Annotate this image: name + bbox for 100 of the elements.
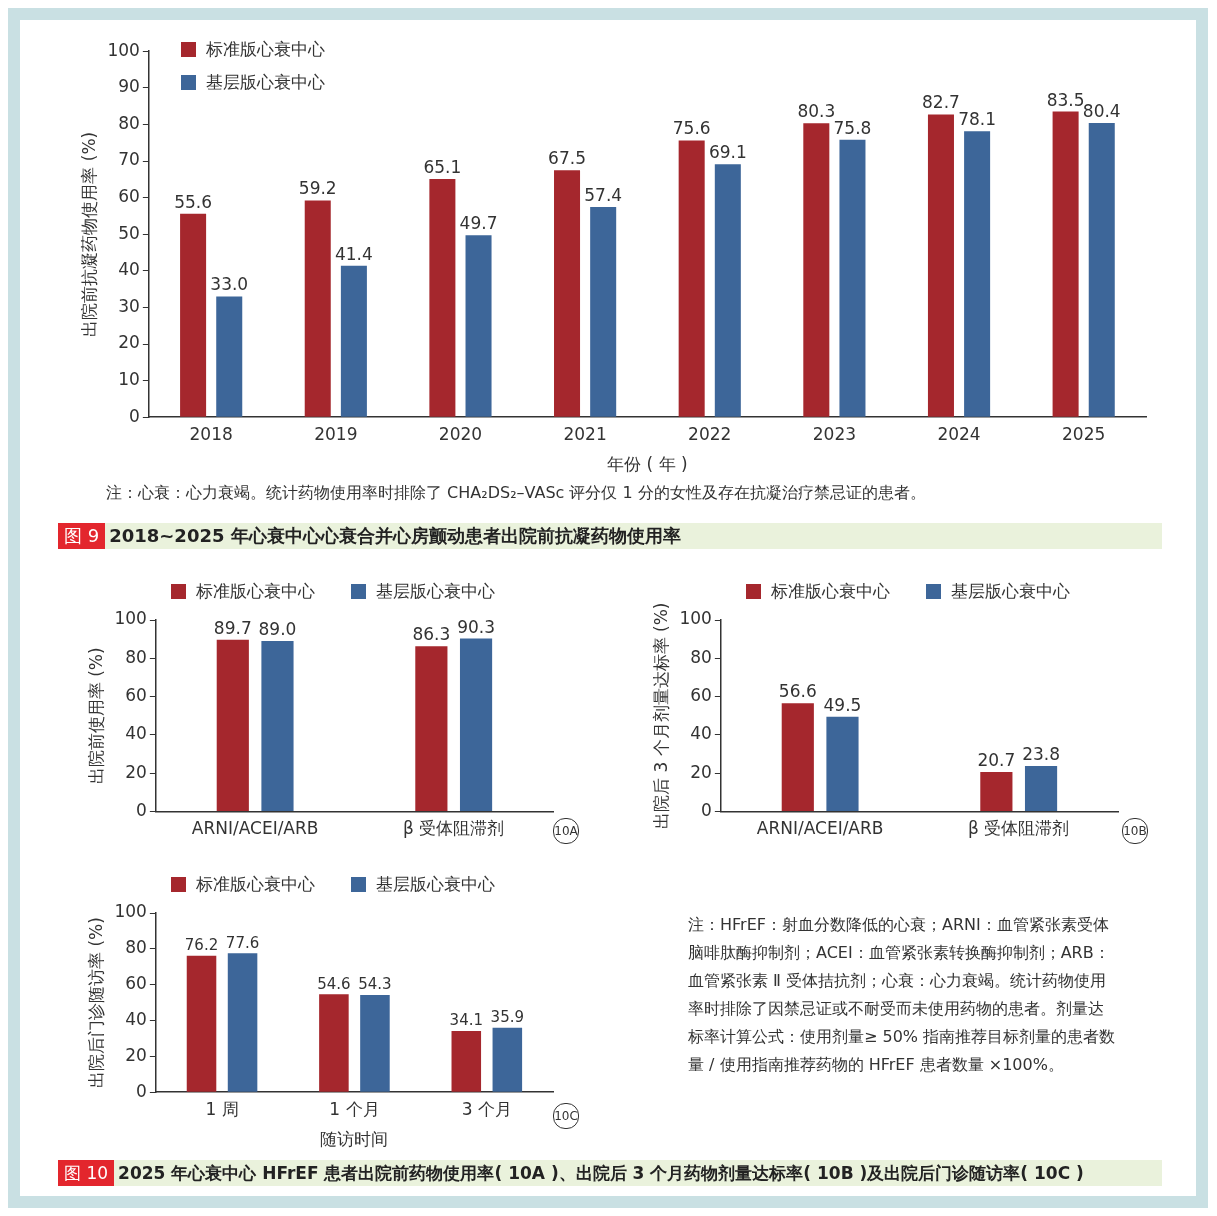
legend-label: 基层版心衰中心 xyxy=(951,580,1070,603)
bar xyxy=(360,994,390,1092)
bar xyxy=(451,1031,482,1092)
data-label: 23.8 xyxy=(1022,743,1060,764)
bar xyxy=(927,114,954,417)
bar xyxy=(781,703,814,812)
bar xyxy=(319,994,349,1092)
y-tick-label: 40 xyxy=(125,1008,147,1029)
data-label: 67.5 xyxy=(548,148,586,169)
y-tick-label: 100 xyxy=(114,901,147,922)
y-tick-label: 30 xyxy=(118,295,140,316)
bar xyxy=(590,207,617,417)
legend-label: 标准版心衰中心 xyxy=(771,580,890,603)
x-tick-label: 2022 xyxy=(688,423,732,444)
data-label: 90.3 xyxy=(457,616,495,637)
data-label: 34.1 xyxy=(449,1011,483,1030)
y-tick-label: 20 xyxy=(125,761,147,782)
y-tick-label: 40 xyxy=(125,723,147,744)
y-tick-label: 10 xyxy=(118,369,140,390)
y-tick-label: 40 xyxy=(118,259,140,280)
x-tick-label: 2024 xyxy=(937,423,981,444)
data-label: 49.5 xyxy=(823,694,862,715)
data-label: 56.6 xyxy=(778,681,817,702)
y-tick-label: 60 xyxy=(118,186,140,207)
bar xyxy=(465,235,492,417)
bar xyxy=(1052,111,1079,417)
x-tick-label: 2023 xyxy=(812,423,857,444)
y-tick-label: 100 xyxy=(107,39,140,60)
data-label: 80.3 xyxy=(797,101,836,122)
data-label: 57.4 xyxy=(584,185,623,206)
x-tick-label: β 受体阻滞剂 xyxy=(968,818,1070,839)
data-label: 33.0 xyxy=(210,274,249,295)
bar xyxy=(180,213,207,417)
y-tick-label: 60 xyxy=(125,973,147,994)
x-tick-label: 1 个月 xyxy=(329,1098,380,1119)
data-label: 65.1 xyxy=(423,156,462,177)
data-label: 59.2 xyxy=(298,178,337,199)
data-label: 76.2 xyxy=(184,936,219,955)
text: 10A xyxy=(553,818,579,844)
text: 2025 年心衰中心 HFrEF 患者出院前药物使用率( 10A )、出院后 3 个月药物剂量达标率( 10B )及出院后门诊随访率( 10C ) xyxy=(118,1161,1084,1185)
x-tick-label: β 受体阻滞剂 xyxy=(403,818,505,839)
x-tick-label: 2018 xyxy=(189,423,233,444)
data-label: 77.6 xyxy=(225,933,260,952)
x-tick-label: ARNI/ACEI/ARB xyxy=(756,818,884,839)
bar xyxy=(839,139,866,417)
x-tick-label: 2021 xyxy=(563,423,607,444)
y-tick-label: 80 xyxy=(125,937,147,958)
caption: 图 10 xyxy=(58,1160,115,1186)
bar xyxy=(826,716,859,812)
y-tick-label: 90 xyxy=(118,76,140,97)
y-axis-title: 出院后 3 个月剂量达标率 (%) xyxy=(650,602,671,830)
bar xyxy=(340,265,367,417)
data-label: 41.4 xyxy=(334,243,373,264)
data-label: 89.7 xyxy=(213,617,252,638)
x-tick-label: 3 个月 xyxy=(461,1098,512,1119)
bar xyxy=(678,140,705,417)
y-tick-label: 100 xyxy=(114,608,147,629)
data-label: 80.4 xyxy=(1082,100,1121,121)
x-tick-label: 2019 xyxy=(314,423,358,444)
y-tick-label: 0 xyxy=(136,1080,147,1101)
text: 注：HFrEF：射血分数降低的心衰；ARNI：血管紧张素受体脑啡肽酶抑制剂；ACEI：血管紧张素转换酶抑制剂；ARB：血管紧张素 Ⅱ 受体拮抗剂；心衰：心力衰竭。统计药物使用率时排除了因禁忌证或不耐受而未使用药物的患者。剂量达标率计算公式：使用剂量≥ 50% 指南推荐目标剂量的患者数量 / 使用指南推荐药物的 HFrEF 患者数量 ×100%。 xyxy=(688,914,1117,1076)
legend-label: 基层版心衰中心 xyxy=(206,71,325,94)
bar xyxy=(980,771,1013,812)
x-tick-label: 2025 xyxy=(1062,423,1106,444)
data-label: 89.0 xyxy=(258,619,297,639)
x-tick-label: ARNI/ACEI/ARB xyxy=(191,818,319,839)
y-tick-label: 100 xyxy=(679,608,712,629)
data-label: 35.9 xyxy=(490,1008,525,1027)
legend-label: 基层版心衰中心 xyxy=(376,580,495,603)
bar xyxy=(1024,766,1058,812)
y-tick-label: 0 xyxy=(129,405,140,426)
y-tick-label: 70 xyxy=(118,149,140,170)
data-label: 55.6 xyxy=(174,191,213,212)
y-tick-label: 80 xyxy=(125,646,147,667)
y-axis-title: 出院后门诊随访率 (%) xyxy=(85,917,106,1089)
bar xyxy=(803,123,830,417)
data-label: 54.3 xyxy=(358,975,392,994)
y-tick-label: 20 xyxy=(118,332,140,353)
data-label: 75.8 xyxy=(833,117,872,138)
text: 10C xyxy=(553,1103,579,1129)
data-label: 69.1 xyxy=(708,142,747,163)
bar xyxy=(964,131,991,417)
y-tick-label: 0 xyxy=(701,800,712,821)
data-label: 82.7 xyxy=(922,92,960,113)
x-tick-label: 2020 xyxy=(438,423,483,444)
y-tick-label: 20 xyxy=(125,1044,147,1065)
bar xyxy=(186,955,217,1092)
text: 2018~2025 年心衰中心心衰合并心房颤动患者出院前抗凝药物使用率 xyxy=(109,524,681,548)
data-label: 86.3 xyxy=(412,624,451,645)
y-axis-title: 出院前使用率 (%) xyxy=(85,647,106,785)
bar xyxy=(429,178,456,417)
text: 10B xyxy=(1122,818,1148,844)
y-tick-label: 50 xyxy=(118,222,140,243)
caption: 图 9 xyxy=(58,523,106,549)
y-tick-label: 60 xyxy=(690,685,712,706)
bar xyxy=(492,1027,523,1092)
data-label: 83.5 xyxy=(1046,89,1085,110)
bar xyxy=(714,164,741,417)
y-tick-label: 80 xyxy=(690,646,712,667)
legend-label: 标准版心衰中心 xyxy=(196,580,315,603)
